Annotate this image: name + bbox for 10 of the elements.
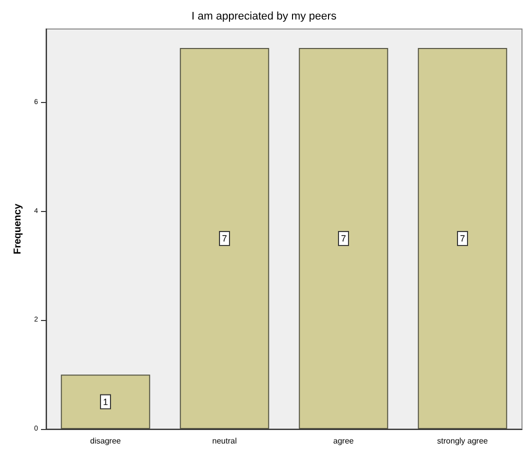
data-label: 7 — [340, 234, 346, 244]
x-tick-label: strongly agree — [437, 436, 488, 446]
x-tick-label: agree — [333, 436, 354, 446]
x-tick-label: neutral — [212, 436, 237, 446]
x-tick-label: disagree — [90, 436, 122, 446]
y-axis-title: Frequency — [12, 203, 24, 254]
chart-title: I am appreciated by my peers — [192, 10, 337, 22]
data-label: 7 — [460, 234, 466, 244]
data-label: 1 — [102, 396, 108, 407]
data-label: 7 — [222, 234, 228, 244]
